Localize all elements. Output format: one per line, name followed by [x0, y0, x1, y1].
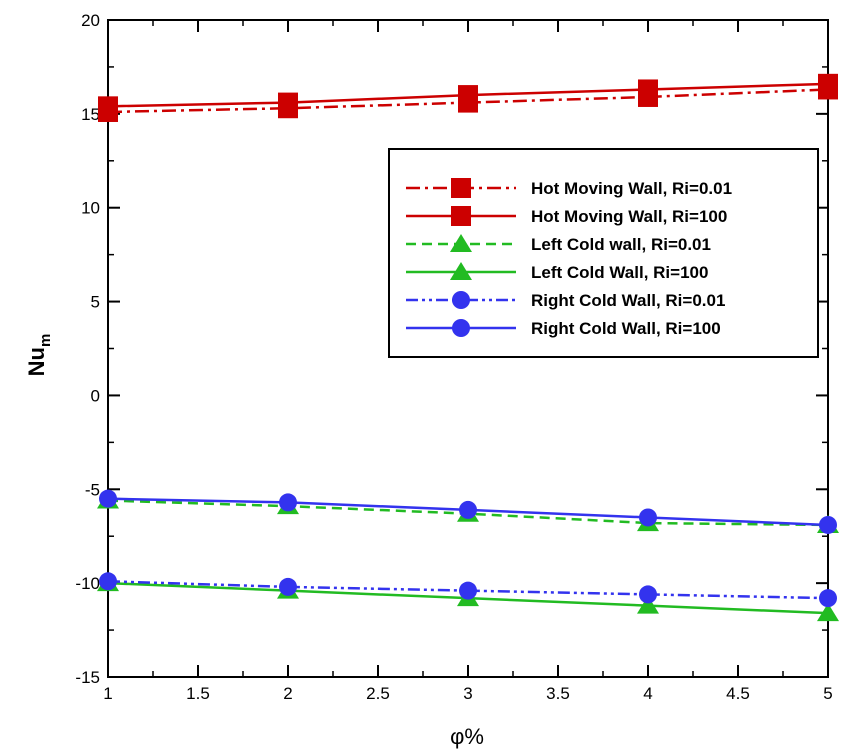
- y-tick-label: -5: [85, 480, 100, 499]
- x-tick-label: 5: [823, 684, 832, 703]
- data-point: [98, 96, 118, 117]
- x-axis-title: φ%: [450, 724, 484, 749]
- x-tick-label: 2.5: [366, 684, 390, 703]
- legend-item: Left Cold wall, Ri=0.01: [406, 234, 711, 254]
- data-point: [459, 500, 477, 519]
- y-axis-title: Num: [24, 334, 54, 377]
- data-point: [638, 79, 658, 100]
- legend-item: Right Cold Wall, Ri=0.01: [406, 291, 725, 310]
- data-point: [639, 508, 657, 527]
- x-tick-label: 2: [283, 684, 292, 703]
- y-tick-label: 5: [91, 293, 100, 312]
- legend-item: Right Cold Wall, Ri=100: [406, 319, 721, 338]
- data-point: [99, 489, 117, 508]
- y-tick-label: 15: [81, 105, 100, 124]
- legend-swatch-marker: [451, 178, 471, 198]
- y-tick-label: 0: [91, 386, 100, 405]
- data-point: [279, 493, 297, 512]
- series-5: [99, 572, 837, 608]
- axis-ticks: 1 1.5 2 2.5 3 3.5 4 4.5 5 -15 -10 -5 0 5 10 15 20: [75, 11, 832, 703]
- data-point: [819, 515, 837, 534]
- data-point: [279, 577, 297, 596]
- y-axis-title-subscript: m: [37, 334, 54, 347]
- data-point: [818, 73, 838, 94]
- series-2: [98, 73, 838, 117]
- legend-item: Hot Moving Wall, Ri=0.01: [406, 178, 732, 198]
- legend-label: Left Cold wall, Ri=0.01: [531, 235, 711, 254]
- data-point: [639, 585, 657, 604]
- legend-label: Right Cold Wall, Ri=100: [531, 319, 721, 338]
- data-point: [99, 572, 117, 591]
- y-axis-title-main: Nu: [24, 347, 49, 376]
- legend-label: Left Cold Wall, Ri=100: [531, 263, 708, 282]
- y-tick-label: -10: [75, 574, 100, 593]
- data-point: [819, 589, 837, 608]
- legend-label: Hot Moving Wall, Ri=0.01: [531, 179, 732, 198]
- x-tick-label: 1: [103, 684, 112, 703]
- legend-swatch-marker: [452, 291, 470, 309]
- data-point: [817, 603, 839, 622]
- x-tick-label: 4: [643, 684, 652, 703]
- svg-text:Num: Num: [24, 334, 54, 377]
- legend-swatch-marker: [451, 206, 471, 226]
- data-point: [637, 595, 659, 614]
- y-tick-label: 10: [81, 199, 100, 218]
- x-tick-label: 3: [463, 684, 472, 703]
- series-6: [99, 489, 837, 534]
- legend-swatch-marker: [452, 319, 470, 337]
- legend-label: Right Cold Wall, Ri=0.01: [531, 291, 725, 310]
- legend: Hot Moving Wall, Ri=0.01 Hot Moving Wall,…: [388, 148, 819, 358]
- x-tick-label: 3.5: [546, 684, 570, 703]
- legend-item: Hot Moving Wall, Ri=100: [406, 206, 727, 226]
- data-point: [458, 85, 478, 106]
- y-tick-label: 20: [81, 11, 100, 30]
- legend-item: Left Cold Wall, Ri=100: [406, 262, 708, 282]
- legend-swatch-marker: [450, 262, 472, 280]
- data-point: [278, 92, 298, 113]
- data-point: [459, 581, 477, 600]
- x-tick-label: 1.5: [186, 684, 210, 703]
- y-tick-label: -15: [75, 668, 100, 687]
- series-layer: [97, 73, 839, 622]
- legend-swatch-marker: [450, 234, 472, 252]
- legend-label: Hot Moving Wall, Ri=100: [531, 207, 727, 226]
- x-tick-label: 4.5: [726, 684, 750, 703]
